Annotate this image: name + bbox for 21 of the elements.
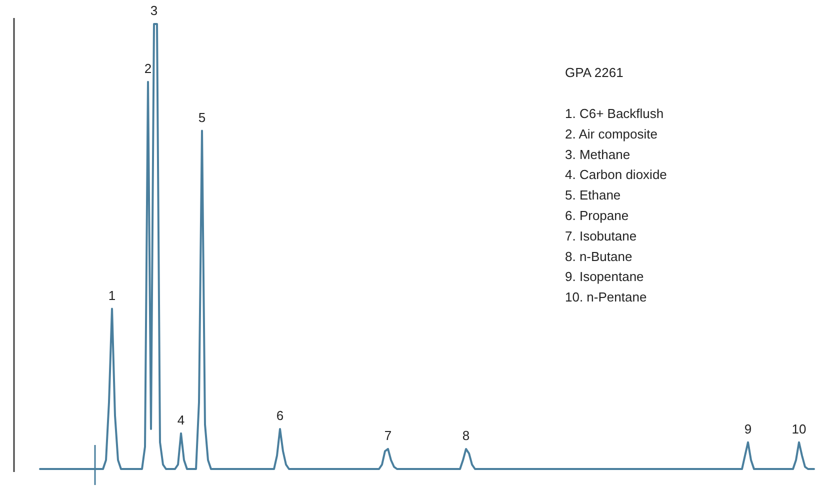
- annotation: 9. Isopentane: [565, 269, 644, 284]
- x-tick-label: 10: [792, 421, 806, 436]
- x-tick-label: 7: [384, 428, 392, 443]
- text: GPA 2261: [565, 65, 624, 80]
- annotation: 10. n-Pentane: [565, 290, 647, 305]
- annotation: 4. Carbon dioxide: [565, 167, 667, 182]
- x-tick-label: 4: [177, 412, 185, 428]
- x-tick-label: 8: [462, 428, 470, 443]
- annotation: 8. n-Butane: [565, 248, 632, 264]
- x-tick-label: 1: [108, 288, 116, 303]
- x-tick-label: 2: [144, 60, 152, 76]
- annotation: 5. Ethane: [565, 188, 621, 203]
- x-tick-label: 3: [150, 3, 158, 18]
- annotation: 6. Propane: [565, 208, 629, 223]
- x-tick-label: 6: [276, 408, 284, 423]
- x-tick-label: 9: [744, 421, 752, 436]
- annotation: 1. C6+ Backflush: [565, 106, 664, 121]
- x-tick-label: 5: [198, 110, 206, 125]
- annotation: 3. Methane: [565, 146, 630, 162]
- annotation: 2. Air composite: [565, 126, 658, 142]
- annotation: 7. Isobutane: [565, 228, 637, 244]
